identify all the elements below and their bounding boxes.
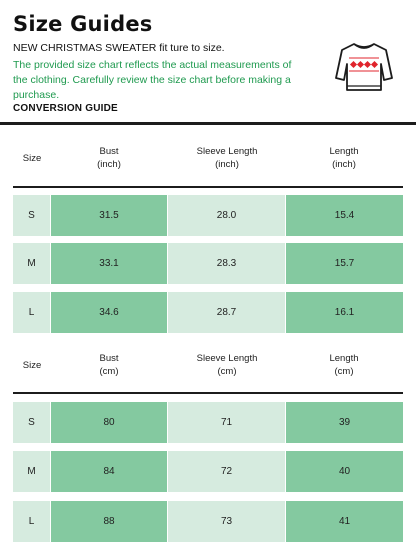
header-size-label: Size — [22, 152, 42, 164]
table-header-divider — [13, 392, 403, 394]
column-header-sleeve: Sleeve Length (cm) — [168, 335, 286, 395]
product-fit-note: NEW CHRISTMAS SWEATER fit ture to size. — [13, 42, 225, 54]
column-header-sleeve: Sleeve Length (inch) — [168, 128, 286, 188]
sleeve-cell: 71 — [168, 402, 285, 443]
table-row: L 88 73 41 — [13, 501, 403, 542]
table-row: M 33.1 28.3 15.7 — [13, 243, 403, 284]
bust-cell: 33.1 — [51, 243, 167, 284]
sleeve-cell: 28.3 — [168, 243, 285, 284]
table-row: L 34.6 28.7 16.1 — [13, 292, 403, 333]
header-divider — [0, 122, 416, 125]
header-length-label: Length — [329, 146, 359, 157]
size-cell: L — [13, 501, 50, 542]
size-cell: M — [13, 243, 50, 284]
size-chart-disclaimer: The provided size chart reflects the act… — [13, 59, 292, 101]
header-sleeve-unit: (inch) — [215, 159, 239, 170]
table-header-divider — [13, 186, 403, 188]
bust-cell: 34.6 — [51, 292, 167, 333]
header-bust-unit: (inch) — [97, 159, 121, 170]
length-cell: 15.7 — [286, 243, 403, 284]
size-cell: S — [13, 402, 50, 443]
table-header: Size Bust (cm) Sleeve Length (cm) Length… — [0, 335, 416, 395]
header-sleeve-unit: (cm) — [217, 366, 237, 377]
section-label: CONVERSION GUIDE — [13, 103, 118, 114]
length-cell: 40 — [286, 451, 403, 492]
size-table-cm: Size Bust (cm) Sleeve Length (cm) Length… — [0, 335, 416, 554]
length-cell: 16.1 — [286, 292, 403, 333]
table-row: M 84 72 40 — [13, 451, 403, 492]
column-header-length: Length (cm) — [286, 335, 402, 395]
table-row: S 31.5 28.0 15.4 — [13, 195, 403, 236]
header-sleeve-label: Sleeve Length — [196, 353, 258, 364]
length-cell: 15.4 — [286, 195, 403, 236]
bust-cell: 31.5 — [51, 195, 167, 236]
bust-cell: 88 — [51, 501, 167, 542]
size-cell: L — [13, 292, 50, 333]
header-bust-unit: (cm) — [99, 366, 119, 377]
sleeve-cell: 73 — [168, 501, 285, 542]
header-length-label: Length — [329, 353, 359, 364]
header-size-label: Size — [22, 359, 42, 371]
table-row: S 80 71 39 — [13, 402, 403, 443]
header-sleeve-label: Sleeve Length — [196, 146, 258, 157]
page-title: Size Guides — [13, 12, 153, 36]
table-header: Size Bust (inch) Sleeve Length (inch) Le… — [0, 128, 416, 188]
christmas-sweater-icon — [335, 43, 393, 91]
bust-cell: 80 — [51, 402, 167, 443]
size-table-inch: Size Bust (inch) Sleeve Length (inch) Le… — [0, 128, 416, 338]
header-length-unit: (cm) — [334, 366, 354, 377]
size-guide-header: Size Guides NEW CHRISTMAS SWEATER fit tu… — [0, 0, 416, 124]
sleeve-cell: 28.0 — [168, 195, 285, 236]
sleeve-cell: 72 — [168, 451, 285, 492]
length-cell: 39 — [286, 402, 403, 443]
header-bust-label: Bust — [99, 353, 119, 364]
column-header-length: Length (inch) — [286, 128, 402, 188]
sleeve-cell: 28.7 — [168, 292, 285, 333]
bust-cell: 84 — [51, 451, 167, 492]
header-bust-label: Bust — [99, 146, 119, 157]
length-cell: 41 — [286, 501, 403, 542]
column-header-bust: Bust (inch) — [51, 128, 167, 188]
size-cell: M — [13, 451, 50, 492]
column-header-size: Size — [14, 128, 50, 188]
size-cell: S — [13, 195, 50, 236]
column-header-bust: Bust (cm) — [51, 335, 167, 395]
header-length-unit: (inch) — [332, 159, 356, 170]
column-header-size: Size — [14, 335, 50, 395]
